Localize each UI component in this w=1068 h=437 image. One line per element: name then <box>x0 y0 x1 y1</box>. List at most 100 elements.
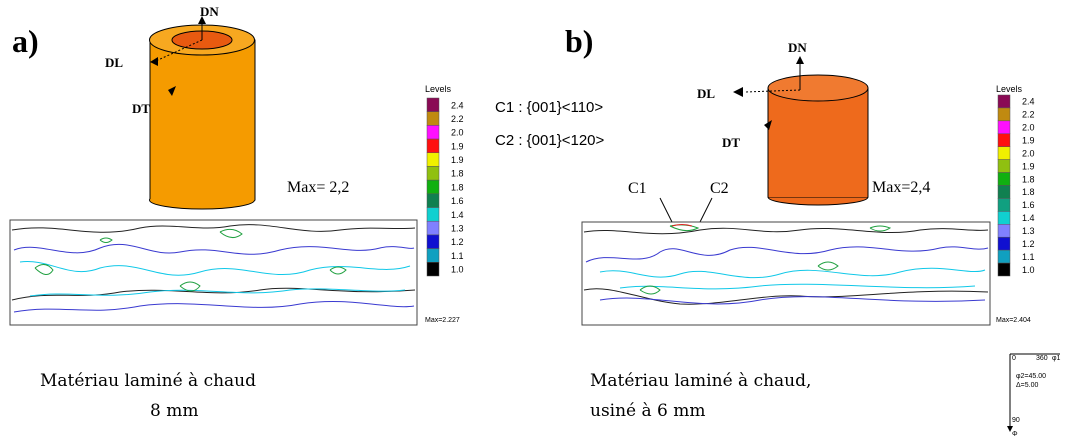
legend-swatch <box>426 220 440 236</box>
contour-plot <box>581 221 991 326</box>
legend: 2.4 2.2 2.0 1.9 1.9 1.8 1.8 1.6 1.4 1.3 1.2 1.1 1.0 <box>426 97 464 277</box>
contour-line <box>11 224 416 301</box>
arrow-head <box>198 16 206 24</box>
axis-arrow <box>744 89 801 93</box>
max-note: Max= 2,2 <box>287 179 349 196</box>
panel-tag: a) <box>12 23 39 59</box>
axis-key: 0 360 φ1 φ2=45.00 Δ=5.00 90 Φ <box>1007 353 1061 437</box>
legend-label: 2.0 <box>1022 148 1035 158</box>
legend-label: 1.2 <box>451 237 464 247</box>
legend-swatch <box>997 133 1011 147</box>
contour-line <box>599 267 986 290</box>
legend-swatch <box>426 166 440 181</box>
caption: Matériau laminé à chaud <box>40 371 256 391</box>
arrow-head <box>764 120 772 130</box>
axis-arrow <box>157 39 203 61</box>
panel-tag: b) <box>565 23 593 59</box>
legend-swatch <box>997 224 1011 238</box>
axis-label: DL <box>697 86 715 101</box>
legend-swatch <box>426 179 440 195</box>
cylinder <box>733 56 869 206</box>
contour-line <box>585 246 989 305</box>
legend-swatch <box>426 262 440 277</box>
arrow-head <box>168 86 176 96</box>
cylinder <box>149 16 256 210</box>
legend-label: 1.9 <box>1022 135 1035 145</box>
legend-label: 1.9 <box>451 155 464 165</box>
legend-swatch <box>426 207 440 222</box>
max-label: Max=2.227 <box>425 317 460 324</box>
legend-label: 1.8 <box>451 169 464 179</box>
contour-line <box>19 261 411 297</box>
legend-swatch <box>997 262 1011 277</box>
legend-swatch <box>997 236 1011 251</box>
axis-label: DT <box>722 135 740 150</box>
legend-swatch <box>426 97 440 112</box>
plot-frame <box>9 219 418 326</box>
arrow-head <box>796 56 804 64</box>
contour-line <box>13 243 415 313</box>
legend-label: 2.4 <box>1022 97 1035 107</box>
legend-swatch <box>426 152 440 167</box>
legend-label: 1.1 <box>451 251 464 261</box>
legend: 2.4 2.2 2.0 1.9 2.0 1.9 1.8 1.8 1.6 1.4 1.3 1.2 1.1 1… <box>997 94 1035 277</box>
legend-label: 1.3 <box>1022 226 1035 236</box>
annotation: C2 : {001}<120> <box>495 132 605 149</box>
cylinder-fill <box>768 88 868 197</box>
axis-label: DT <box>132 101 150 116</box>
legend-swatch <box>997 120 1011 135</box>
legend-swatch <box>426 193 440 208</box>
legend-label: 2.2 <box>1022 110 1035 120</box>
arrow-head <box>150 57 158 66</box>
key-text: 90 <box>1012 417 1020 424</box>
legend-label: 1.8 <box>451 182 464 192</box>
legend-swatch <box>426 138 440 154</box>
key-text: Δ=5.00 <box>1016 382 1038 389</box>
contour-line <box>583 227 989 305</box>
legend-label: 1.9 <box>451 141 464 151</box>
pointer <box>659 197 673 223</box>
caption: Matériau laminé à chaud, <box>590 371 811 391</box>
legend-swatch <box>997 107 1011 122</box>
contour-line <box>639 224 892 295</box>
key-text: 360 <box>1036 355 1048 362</box>
legend-label: 2.0 <box>451 128 464 138</box>
legend-swatch <box>997 172 1011 186</box>
legend-label: 1.4 <box>451 210 464 220</box>
annotation: C1 : {001}<110> <box>495 99 603 116</box>
legend-label: 1.1 <box>1022 252 1035 262</box>
peak-label: C2 <box>710 180 729 197</box>
legend-title: Levels <box>996 84 1023 94</box>
axis-label: DN <box>788 40 807 55</box>
max-note: Max=2,4 <box>872 179 930 196</box>
legend-swatch <box>997 198 1011 212</box>
legend-swatch <box>997 159 1011 173</box>
key-text: φ2=45.00 <box>1016 373 1046 380</box>
plot-frame <box>581 221 991 326</box>
contour-line <box>671 224 693 227</box>
legend-label: 2.2 <box>451 114 464 124</box>
legend-swatch <box>997 211 1011 225</box>
legend-swatch <box>426 125 440 140</box>
key-text: φ1 <box>1052 355 1061 362</box>
legend-label: 1.3 <box>451 224 464 234</box>
axis-label: DN <box>200 4 219 19</box>
panel-b: b) C1 : {001}<110> C2 : {001}<120> DN DL… <box>495 23 1035 421</box>
legend-label: 1.0 <box>451 265 464 275</box>
legend-swatch <box>997 249 1011 264</box>
cylinder-fill <box>150 40 255 200</box>
legend-label: 1.9 <box>1022 161 1035 171</box>
cylinder-top <box>767 74 869 102</box>
pointer <box>699 197 713 223</box>
contour-line <box>34 228 347 292</box>
legend-swatch <box>426 248 440 263</box>
contour-plot <box>9 219 418 326</box>
legend-label: 1.8 <box>1022 187 1035 197</box>
panel-a: a) DN DL DT Max= 2,2 Levels 2.4 2.2 2.0 1.9… <box>9 4 464 421</box>
arrow-head <box>733 87 743 97</box>
legend-label: 1.0 <box>1022 265 1035 275</box>
legend-title: Levels <box>425 84 452 94</box>
legend-label: 1.8 <box>1022 174 1035 184</box>
key-text: 0 <box>1012 355 1016 362</box>
